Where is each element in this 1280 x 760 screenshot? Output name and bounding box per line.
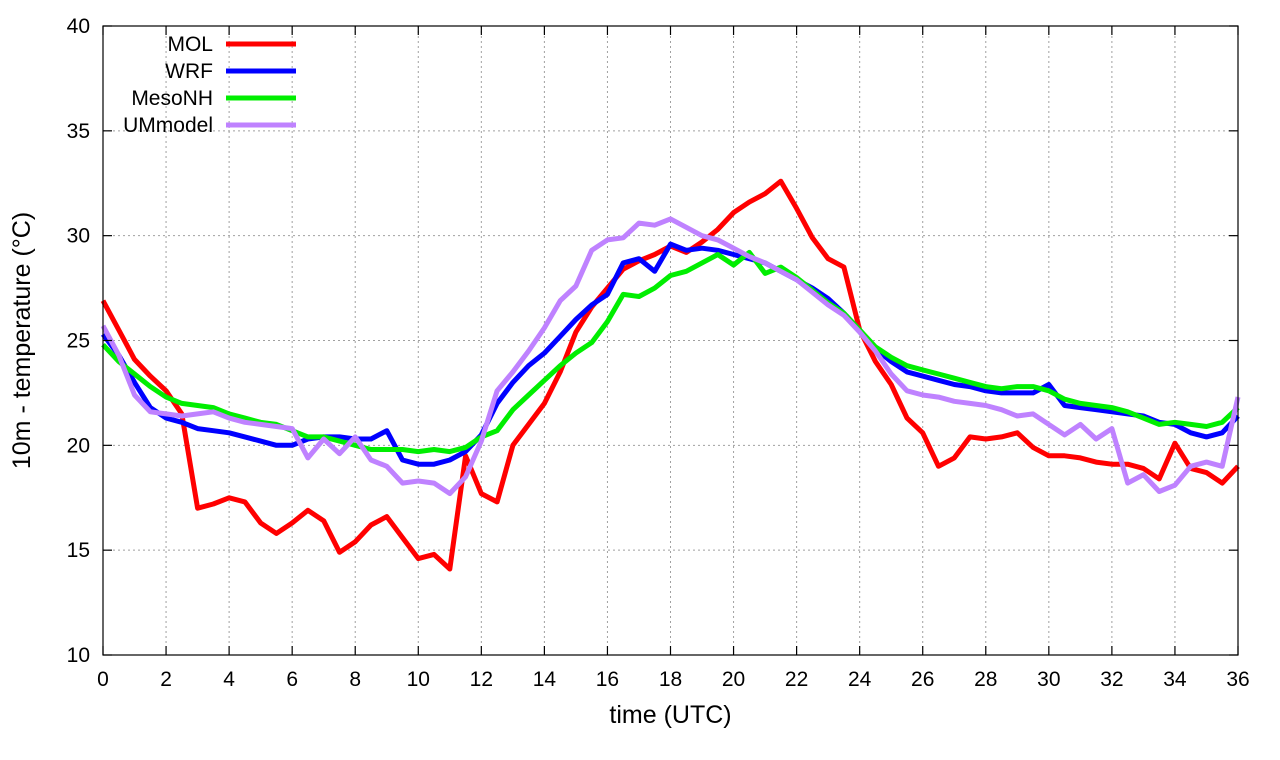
x-tick-label: 32: [1100, 668, 1123, 691]
legend-label-wrf: WRF: [165, 60, 213, 83]
series-line-ummodel: [100, 216, 1241, 497]
y-tick-label: 35: [67, 120, 90, 143]
grid: [103, 26, 1238, 655]
x-tick-label: 34: [1163, 668, 1187, 691]
legend: MOL WRF MesoNH UMmodel: [123, 33, 296, 137]
legend-label-mol: MOL: [167, 33, 213, 56]
x-tick-label: 8: [349, 668, 361, 691]
x-axis-label: time (UTC): [609, 701, 731, 729]
legend-label-ummodel: UMmodel: [123, 114, 213, 137]
x-tick-label: 6: [286, 668, 298, 691]
x-tick-label: 24: [848, 668, 872, 691]
x-tick-label: 18: [659, 668, 682, 691]
y-tick-label: 25: [67, 330, 90, 353]
x-tick-label: 30: [1037, 668, 1060, 691]
x-tick-label: 12: [470, 668, 493, 691]
x-tick-label: 28: [974, 668, 997, 691]
y-axis-label: 10m - temperature (°C): [8, 212, 36, 469]
y-tick-label: 20: [67, 434, 90, 457]
x-tick-label: 0: [97, 668, 109, 691]
y-tick-label: 10: [67, 644, 90, 667]
legend-label-mesonh: MesoNH: [131, 87, 213, 110]
x-tick-label: 14: [533, 668, 557, 691]
series-layer: [100, 178, 1241, 572]
x-tick-label: 26: [911, 668, 934, 691]
y-tick-label: 30: [67, 225, 90, 248]
y-tick-label: 15: [67, 539, 90, 562]
x-tick-label: 10: [407, 668, 430, 691]
series-line-wrf: [101, 241, 1240, 467]
y-tick-label: 40: [67, 15, 90, 38]
axis-ticks: 0 2 4 6 8 10 12 14 16 18 20 22 24 26 28 30 32 34 361015202…: [67, 15, 1250, 691]
x-tick-label: 20: [722, 668, 745, 691]
x-tick-label: 16: [596, 668, 619, 691]
x-tick-label: 36: [1226, 668, 1249, 691]
x-tick-label: 22: [785, 668, 808, 691]
x-tick-label: 4: [223, 668, 235, 691]
x-tick-label: 2: [160, 668, 172, 691]
